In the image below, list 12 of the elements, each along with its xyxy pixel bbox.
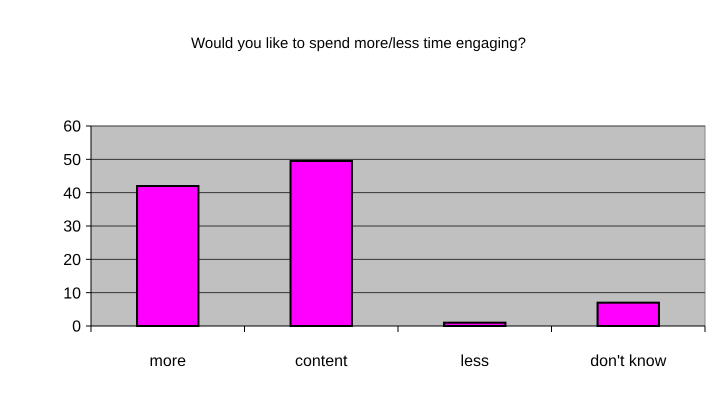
y-tick-label: 0 <box>72 318 82 336</box>
x-tick-label: don't know <box>590 353 667 370</box>
y-tick-label: 10 <box>63 285 82 302</box>
y-tick-label: 20 <box>63 252 82 269</box>
chart-title: Would you like to spend more/less time engaging? <box>191 35 526 52</box>
x-tick-label: content <box>295 353 348 370</box>
y-tick-label: 50 <box>63 152 82 169</box>
x-tick-label: more <box>150 353 186 370</box>
x-tick-label: less <box>460 353 489 370</box>
y-tick-label: 30 <box>63 218 82 236</box>
y-tick-label: 60 <box>63 118 82 136</box>
y-tick-label: 40 <box>63 185 82 202</box>
